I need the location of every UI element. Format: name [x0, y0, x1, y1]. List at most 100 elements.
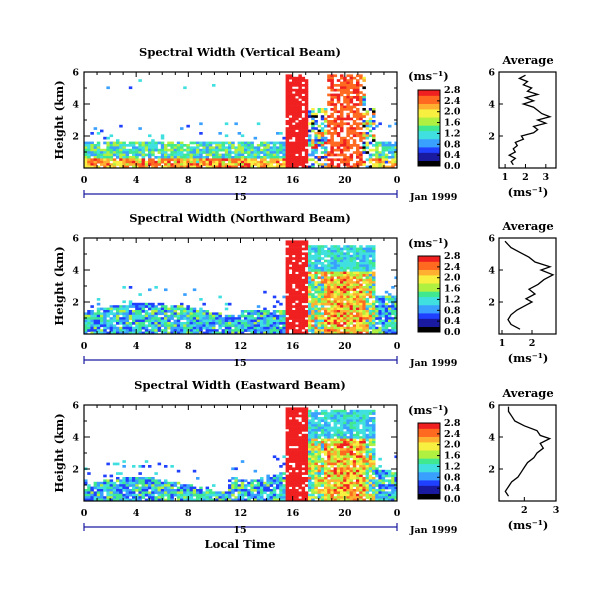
heatmap-cell	[365, 302, 370, 306]
heatmap-cell	[205, 314, 210, 318]
heatmap-cell	[122, 300, 126, 304]
heatmap-cell	[288, 300, 293, 304]
heatmap-cell	[304, 88, 309, 92]
heatmap-cell	[375, 151, 379, 154]
heatmap-cell	[288, 302, 293, 306]
heatmap-cell	[368, 264, 373, 268]
heatmap-cell	[285, 493, 290, 497]
heatmap-cell	[304, 310, 309, 313]
heatmap-cell	[333, 300, 338, 304]
heatmap-cell	[375, 148, 379, 152]
heatmap-cell	[244, 151, 248, 154]
heatmap-cell	[343, 136, 347, 140]
heatmap-cell	[304, 443, 309, 447]
heatmap-cell	[202, 319, 206, 323]
heatmap-cell	[304, 81, 309, 85]
heatmap-cell	[384, 144, 389, 147]
heatmap-cell	[170, 498, 174, 501]
heatmap-cell	[343, 326, 347, 330]
heatmap-cell	[151, 481, 155, 485]
heatmap-cell	[365, 417, 370, 420]
heatmap-cell	[346, 79, 350, 82]
heatmap-cell	[346, 438, 350, 442]
heatmap-cell	[215, 329, 219, 332]
heatmap-cell	[263, 148, 267, 152]
heatmap-cell	[388, 314, 392, 318]
heatmap-cell	[336, 266, 341, 270]
heatmap-cell	[295, 76, 299, 80]
heatmap-cell	[327, 319, 331, 323]
heatmap-cell	[372, 276, 376, 280]
heatmap-cell	[298, 486, 302, 490]
heatmap-cell	[112, 329, 117, 332]
heatmap-cell	[128, 477, 133, 480]
heatmap-cell	[132, 326, 136, 330]
heatmap-cell	[189, 319, 194, 323]
heatmap-cell	[266, 481, 270, 485]
heatmap-cell	[87, 153, 91, 157]
heatmap-cell	[212, 491, 216, 495]
heatmap-cell	[317, 295, 322, 299]
heatmap-cell	[330, 457, 334, 461]
heatmap-cell	[288, 479, 293, 483]
heatmap-cell	[311, 247, 315, 251]
heatmap-cell	[176, 146, 181, 150]
heatmap-cell	[90, 160, 94, 164]
heatmap-cell	[186, 305, 190, 308]
heatmap-cell	[372, 245, 376, 248]
heatmap-cell	[112, 165, 117, 168]
heatmap-cell	[116, 144, 120, 147]
heatmap-cell	[298, 247, 302, 251]
heatmap-cell	[301, 491, 306, 495]
heatmap-cell	[324, 165, 328, 168]
heatmap-cell	[365, 165, 370, 168]
heatmap-cell	[269, 165, 274, 168]
heatmap-cell	[304, 295, 309, 299]
heatmap-cell	[340, 457, 344, 461]
heatmap-cell	[173, 489, 178, 492]
heatmap-cell	[208, 317, 213, 320]
heatmap-cell	[228, 156, 232, 159]
heatmap-cell	[295, 426, 299, 430]
heatmap-cell	[100, 158, 104, 162]
heatmap-cell	[330, 443, 334, 447]
heatmap-cell	[308, 489, 312, 492]
heatmap-cell	[384, 165, 389, 168]
heatmap-cell	[359, 496, 363, 499]
heatmap-cell	[365, 324, 370, 328]
heatmap-cell	[260, 322, 264, 325]
heatmap-cell	[279, 141, 283, 145]
heatmap-cell	[288, 443, 293, 447]
heatmap-cell	[362, 317, 366, 320]
heatmap-cell	[253, 498, 258, 501]
heatmap-cell	[333, 460, 338, 463]
heatmap-cell	[253, 156, 258, 159]
heatmap-cell	[154, 160, 158, 164]
heatmap-cell	[266, 326, 270, 330]
heatmap-cell	[359, 293, 363, 296]
heatmap-cell	[176, 498, 181, 501]
heatmap-cell	[298, 460, 302, 463]
heatmap-cell	[340, 465, 344, 468]
heatmap-cell	[333, 283, 338, 287]
heatmap-cell	[330, 322, 334, 325]
heatmap-cell	[314, 310, 318, 313]
heatmap-cell	[100, 314, 104, 318]
heatmap-cell	[301, 283, 306, 287]
heatmap-cell	[365, 245, 370, 248]
heatmap-cell	[135, 484, 139, 487]
heatmap-cell	[330, 122, 334, 126]
heatmap-cell	[266, 319, 270, 323]
heatmap-cell	[202, 491, 206, 495]
heatmap-cell	[276, 146, 280, 150]
heatmap-cell	[260, 491, 264, 495]
heatmap-cell	[87, 144, 91, 147]
heatmap-cell	[260, 324, 264, 328]
heatmap-cell	[356, 247, 360, 251]
heatmap-cell	[336, 469, 341, 473]
heatmap-cell	[144, 148, 149, 152]
heatmap-cell	[372, 302, 376, 306]
heatmap-cell	[349, 412, 354, 415]
heatmap-cell	[356, 283, 360, 287]
heatmap-cell	[327, 250, 331, 253]
